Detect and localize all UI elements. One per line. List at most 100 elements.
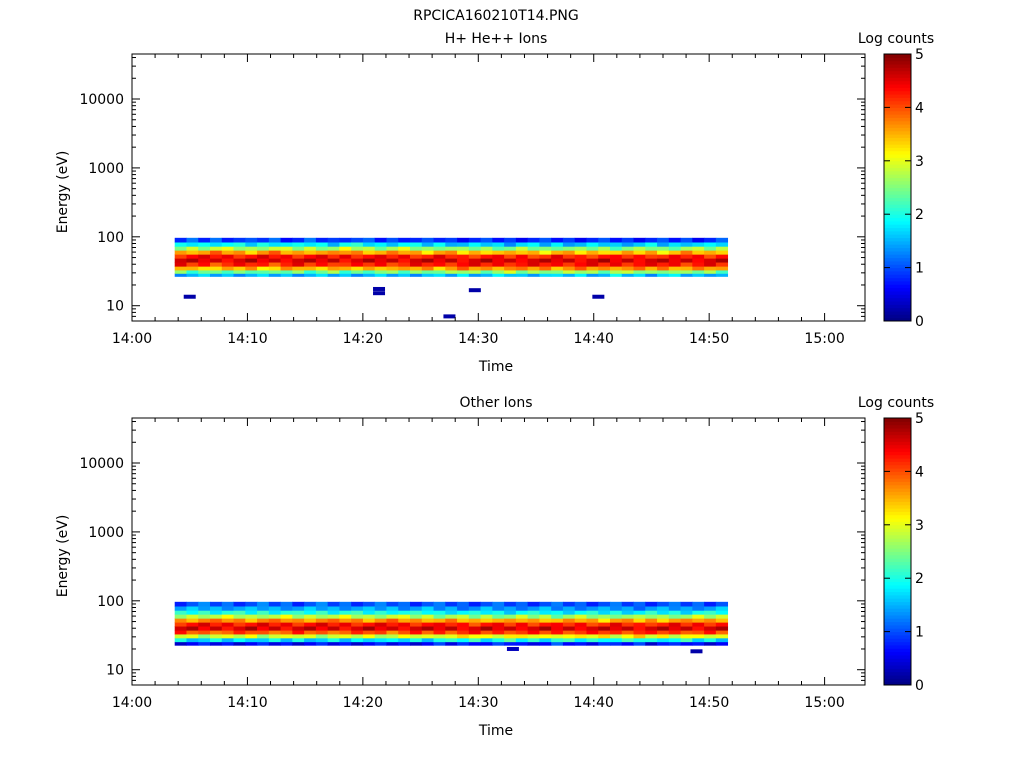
panel-2-heat-cell — [539, 626, 552, 631]
panel-2-heat-cell — [351, 622, 364, 627]
panel-1-heat-cell — [598, 237, 611, 243]
panel-2-heat-cell — [257, 626, 270, 631]
panel-1-heat-cell — [551, 266, 564, 271]
panel-2-heat-cell — [551, 641, 564, 646]
panel-2-colorbar-band — [884, 578, 911, 583]
panel-2-heat-cell — [386, 610, 399, 615]
panel-2-heat-cell — [280, 622, 293, 627]
panel-1-heat-cell — [315, 237, 329, 243]
panel-2-heat-cell — [621, 630, 634, 635]
panel-1-colorbar-band — [884, 237, 911, 242]
panel-1-colorbar-band — [884, 300, 911, 305]
panel-2-heat-cell — [398, 622, 411, 627]
panel-1-heat-cell — [210, 258, 223, 263]
panel-1-heat-cell — [609, 266, 623, 271]
panel-1-heat-cell — [268, 266, 281, 271]
panel-1-heat-cell — [457, 237, 470, 243]
panel-2-heat-cell — [410, 630, 423, 635]
panel-2-heat-cell — [410, 606, 423, 611]
panel-2-heat-cell — [539, 614, 552, 619]
panel-1-heat-cell — [633, 266, 646, 271]
panel-2-heat-cell — [480, 630, 493, 635]
panel-1-colorbar-band — [884, 177, 911, 182]
panel-2-heat-cell — [351, 641, 364, 646]
panel-2-heat-cell — [633, 634, 646, 639]
panel-1-heat-cell — [668, 250, 681, 255]
panel-2-heat-cell — [633, 601, 646, 607]
panel-2-heat-cell — [562, 606, 576, 611]
panel-1-heat-cell — [562, 266, 576, 271]
panel-2-heat-cell — [504, 637, 517, 643]
panel-2-heat-cell — [221, 634, 234, 639]
panel-2-heat-cell — [468, 622, 481, 627]
panel-1-colorbar-band — [884, 224, 911, 229]
panel-2-heat-cell — [245, 634, 258, 639]
panel-2-heat-cell — [445, 634, 458, 639]
panel-2-heat-cell — [257, 622, 270, 627]
panel-1-colorbar-band — [884, 140, 911, 145]
panel-2-heat-cell — [257, 641, 270, 646]
panel-2-colorbar-band — [884, 661, 911, 666]
panel-2-heat-cell — [457, 634, 470, 639]
panel-1-colorbar-band — [884, 157, 911, 162]
panel-1-heat-cell — [445, 270, 458, 274]
panel-1-heat-cell — [668, 258, 681, 263]
panel-2-heat-cell — [421, 626, 434, 631]
panel-1-heat-cell — [480, 237, 493, 243]
panel-1-colorbar-band — [884, 210, 911, 215]
panel-1-heat-cell — [562, 242, 576, 247]
panel-2-heat-cell — [609, 606, 623, 611]
panel-2-heatmap — [174, 601, 729, 654]
panel-2-heat-cell — [315, 634, 329, 639]
panel-2-heat-cell — [233, 606, 246, 611]
panel-1-heat-cell — [198, 250, 211, 255]
panel-2-heat-cell — [280, 606, 293, 611]
panel-2-colorbar-band — [884, 611, 911, 616]
panel-1-colorbar-band — [884, 207, 911, 212]
panel-2-xlabel: Time — [478, 723, 513, 739]
panel-2-heat-cell — [504, 630, 517, 635]
panel-2-colorbar-band — [884, 644, 911, 649]
panel-2-heat-cell — [233, 610, 246, 615]
panel-1-colorbar-band — [884, 170, 911, 175]
panel-1-colorbar-band — [884, 280, 911, 285]
panel-1-colorbar-band — [884, 154, 911, 158]
panel-2-heat-cell — [315, 606, 329, 611]
panel-2-colorbar-band — [884, 454, 911, 459]
panel-1-heat-cell — [339, 266, 352, 271]
panel-2-heat-cell — [421, 614, 434, 619]
panel-1-heat-cell — [504, 258, 517, 263]
panel-2-colorbar-band — [884, 518, 911, 522]
panel-1-heat-cell — [692, 262, 705, 267]
panel-2-heat-cell — [386, 606, 399, 611]
panel-1-heat-cell — [657, 246, 670, 251]
panel-2-heat-cell — [410, 634, 423, 639]
panel-1-heat-cell — [210, 266, 223, 271]
panel-2-heat-cell — [210, 610, 223, 615]
panel-2-heat-cell — [210, 630, 223, 635]
panel-1-heat-cell — [257, 250, 270, 255]
panel-1-heat-cell — [527, 258, 540, 263]
panel-1-heat-cell — [186, 242, 199, 247]
panel-2-heat-cell — [633, 626, 646, 631]
panel-2-heat-cell — [527, 634, 540, 639]
panel-1-heat-cell — [504, 266, 517, 271]
panel-1-colorbar-band — [884, 84, 911, 88]
panel-2-heat-cell — [198, 637, 211, 643]
panel-1-heat-cell — [292, 237, 305, 243]
panel-1-heat-cell — [704, 266, 717, 271]
panel-1-heat-cell — [468, 254, 481, 259]
panel-1-colorbar-band — [884, 240, 911, 245]
panel-1-heat-cell — [410, 242, 423, 247]
panel-1-heat-cell — [280, 254, 293, 259]
panel-1-heat-cell — [315, 262, 329, 267]
panel-1-heat-cell — [468, 250, 481, 255]
panel-1-heat-cell — [621, 250, 634, 255]
panel-1-colorbar-band — [884, 107, 911, 112]
panel-2-colorbar-tick-label: 4 — [915, 464, 924, 480]
panel-1-heat-cell — [433, 266, 446, 271]
panel-2-heat-cell — [715, 610, 729, 615]
panel-2-heat-cell — [574, 630, 587, 635]
panel-2-heat-cell — [198, 634, 211, 639]
panel-2-heat-cell — [421, 630, 434, 635]
